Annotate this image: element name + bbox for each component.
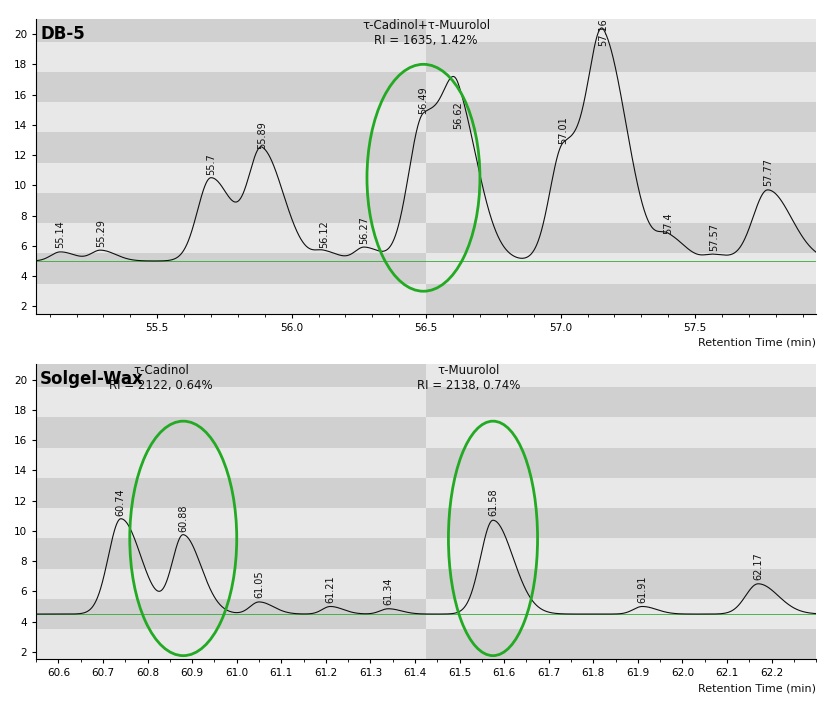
Text: 56.62: 56.62 [453, 102, 463, 129]
Bar [426, 387, 816, 418]
Text: 61.21: 61.21 [325, 575, 335, 602]
Text: 57.57: 57.57 [709, 223, 719, 251]
Bar [426, 162, 816, 193]
Text: τ-Cadinol
RI = 2122, 0.64%: τ-Cadinol RI = 2122, 0.64% [110, 364, 212, 392]
Bar [37, 72, 426, 102]
Bar [37, 132, 426, 162]
Bar [37, 538, 426, 569]
Bar [37, 418, 426, 448]
Bar [426, 508, 816, 538]
Bar [426, 448, 816, 478]
Bar [37, 364, 426, 387]
Text: 56.12: 56.12 [319, 220, 329, 248]
Text: τ-Cadinol+τ-Muurolol
RI = 1635, 1.42%: τ-Cadinol+τ-Muurolol RI = 1635, 1.42% [362, 19, 491, 47]
Text: Retention Time (min): Retention Time (min) [698, 337, 816, 347]
Text: DB-5: DB-5 [40, 25, 85, 43]
Bar [37, 629, 426, 659]
Bar [426, 102, 816, 132]
Bar [37, 448, 426, 478]
Text: Solgel-Wax: Solgel-Wax [40, 370, 144, 388]
Bar [426, 599, 816, 629]
Bar [37, 223, 426, 253]
Text: 55.89: 55.89 [257, 122, 267, 149]
Text: 61.58: 61.58 [488, 489, 498, 517]
Bar [426, 569, 816, 599]
Text: 61.91: 61.91 [637, 575, 647, 602]
Bar [37, 387, 426, 418]
Bar [426, 629, 816, 659]
Bar [426, 193, 816, 223]
Bar [426, 253, 816, 284]
Bar [426, 538, 816, 569]
Bar [37, 478, 426, 508]
Text: Retention Time (min): Retention Time (min) [698, 683, 816, 693]
Text: 56.27: 56.27 [359, 216, 369, 243]
Text: 61.05: 61.05 [254, 571, 264, 598]
Text: 55.7: 55.7 [206, 153, 216, 175]
Bar [426, 19, 816, 41]
Bar [426, 72, 816, 102]
Bar [426, 418, 816, 448]
Bar [37, 41, 426, 72]
Bar [426, 284, 816, 314]
Bar [37, 508, 426, 538]
Bar [37, 284, 426, 314]
Text: 57.16: 57.16 [598, 18, 608, 46]
Text: 55.14: 55.14 [56, 220, 66, 248]
Text: 57.77: 57.77 [763, 158, 773, 186]
Text: 57.4: 57.4 [663, 213, 673, 235]
Text: 60.74: 60.74 [116, 488, 126, 516]
Bar [426, 364, 816, 387]
Text: 60.88: 60.88 [178, 504, 188, 531]
Bar [37, 599, 426, 629]
Bar [37, 569, 426, 599]
Text: 61.34: 61.34 [383, 577, 393, 605]
Text: τ-Muurolol
RI = 2138, 0.74%: τ-Muurolol RI = 2138, 0.74% [417, 364, 520, 392]
Bar [37, 19, 426, 41]
Text: 56.49: 56.49 [418, 86, 428, 114]
Bar [37, 193, 426, 223]
Bar [426, 223, 816, 253]
Text: 55.29: 55.29 [95, 219, 105, 247]
Bar [426, 478, 816, 508]
Text: 62.17: 62.17 [753, 553, 763, 580]
Bar [37, 162, 426, 193]
Bar [37, 102, 426, 132]
Bar [37, 253, 426, 284]
Bar [426, 41, 816, 72]
Bar [426, 132, 816, 162]
Text: 57.01: 57.01 [559, 117, 569, 145]
